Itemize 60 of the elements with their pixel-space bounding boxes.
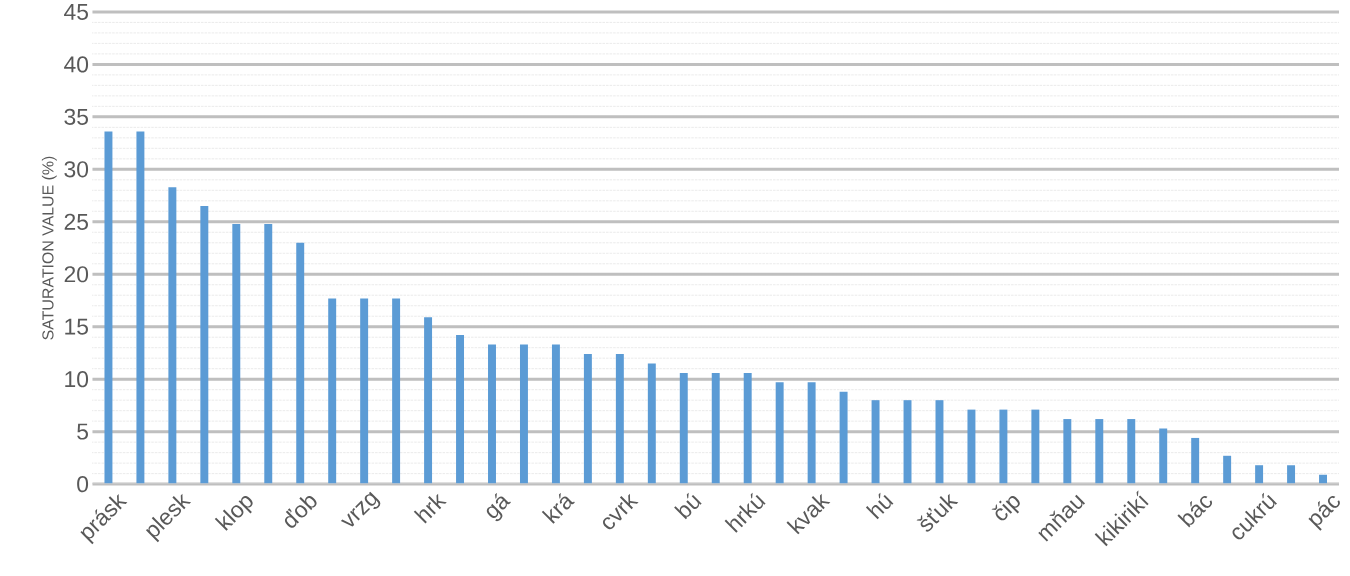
bar (1159, 428, 1168, 485)
y-tick-label: 5 (77, 423, 88, 440)
y-tick-label: 30 (64, 161, 89, 178)
x-tick-label: čip (991, 496, 1020, 521)
y-tick-label: 15 (65, 318, 88, 335)
bar (1223, 456, 1232, 485)
bar (679, 373, 688, 485)
x-tick-label: gá (486, 493, 511, 522)
bar (647, 363, 656, 485)
bar (104, 131, 113, 485)
bar (360, 298, 369, 485)
y-tick-label: 0 (77, 476, 89, 493)
bar (743, 373, 752, 485)
bar (1255, 465, 1264, 485)
bar (168, 187, 177, 485)
bar (456, 335, 465, 485)
x-tick-label: klop (214, 496, 253, 531)
x-tick-label: ďob (284, 496, 317, 529)
x-tick-label: vrzg (340, 491, 381, 527)
bar (1063, 419, 1072, 485)
y-axis-title: SATURATION VALUE (%) (41, 156, 57, 340)
bar (488, 344, 496, 485)
bar (615, 354, 624, 485)
bar (551, 344, 560, 485)
y-tick-label: 45 (64, 4, 88, 21)
bar (1191, 438, 1200, 485)
bar (871, 400, 880, 485)
bar (807, 382, 816, 485)
y-tick-label: 20 (64, 266, 89, 283)
bar (839, 391, 848, 485)
x-tick-label: hú (865, 493, 894, 520)
bar (1095, 419, 1104, 485)
x-tick-label: hrk (413, 494, 447, 524)
bar (232, 224, 241, 485)
bar (999, 409, 1008, 485)
bar (296, 242, 305, 485)
bar (1287, 465, 1296, 485)
x-tick-label: cvrk (603, 494, 639, 530)
bar (136, 131, 145, 485)
y-tick-label: 10 (65, 371, 89, 388)
x-tick-label: bú (674, 493, 702, 520)
bar (1031, 409, 1040, 485)
x-tick-label: pác (1308, 496, 1340, 531)
bar (1127, 419, 1136, 485)
y-tick-label: 40 (64, 56, 89, 73)
y-tick-label: 25 (64, 213, 88, 231)
bar (583, 354, 592, 485)
bar (328, 298, 337, 485)
y-tick-label: 35 (64, 108, 88, 126)
x-tick-label: krá (541, 493, 575, 524)
bar (392, 298, 401, 485)
bar (424, 317, 433, 485)
bar (711, 373, 720, 485)
bar (519, 344, 528, 485)
x-tick-label: bác (1177, 496, 1213, 528)
x-tick-label: šťuk (916, 494, 959, 532)
bar (200, 206, 209, 485)
bar (775, 382, 784, 485)
bar (967, 409, 976, 485)
bar (264, 224, 273, 485)
